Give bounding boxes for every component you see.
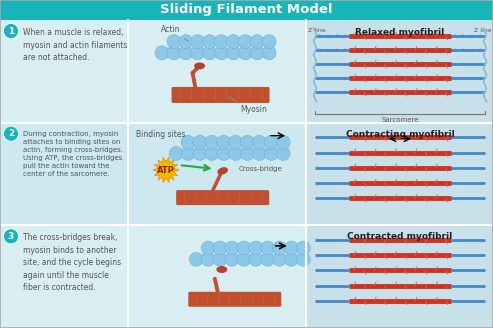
Text: Binding sites: Binding sites — [136, 130, 185, 139]
Text: Z line: Z line — [474, 28, 492, 33]
Circle shape — [261, 241, 275, 255]
Circle shape — [261, 252, 275, 266]
Circle shape — [252, 147, 266, 160]
Circle shape — [201, 241, 215, 255]
Text: Contracted myofibril: Contracted myofibril — [348, 232, 453, 241]
Circle shape — [296, 241, 311, 255]
Circle shape — [193, 135, 207, 149]
Text: 1: 1 — [8, 27, 14, 35]
Text: During contraction, myosin
attaches to binding sites on
actin, forming cross-bri: During contraction, myosin attaches to b… — [23, 131, 123, 177]
Circle shape — [238, 35, 252, 49]
Circle shape — [3, 229, 19, 244]
Circle shape — [179, 35, 193, 49]
Bar — [309, 125, 491, 222]
Bar — [306, 123, 493, 225]
Circle shape — [3, 24, 19, 38]
Circle shape — [3, 126, 19, 141]
Circle shape — [250, 46, 264, 60]
Circle shape — [217, 147, 231, 160]
Circle shape — [237, 241, 251, 255]
Circle shape — [203, 46, 216, 60]
Circle shape — [241, 147, 254, 160]
Bar — [0, 20, 493, 123]
Circle shape — [276, 135, 290, 149]
Ellipse shape — [217, 167, 228, 175]
Circle shape — [167, 35, 181, 49]
FancyBboxPatch shape — [172, 87, 270, 103]
Text: Z line: Z line — [308, 28, 326, 33]
Circle shape — [241, 135, 254, 149]
FancyBboxPatch shape — [188, 292, 282, 307]
Text: When a muscle is relaxed,
myosin and actin filaments
are not attached.: When a muscle is relaxed, myosin and act… — [23, 28, 127, 62]
Circle shape — [264, 147, 279, 160]
Circle shape — [179, 46, 193, 60]
Text: Contracting myofibril: Contracting myofibril — [346, 130, 455, 139]
Circle shape — [214, 35, 229, 49]
Circle shape — [262, 46, 276, 60]
Circle shape — [191, 35, 205, 49]
Text: Actin: Actin — [161, 25, 188, 41]
Circle shape — [252, 135, 266, 149]
Text: Sliding Filament Model: Sliding Filament Model — [160, 4, 333, 16]
Bar — [309, 227, 491, 325]
Circle shape — [237, 252, 251, 266]
Text: Myosin: Myosin — [241, 105, 267, 114]
Circle shape — [273, 241, 286, 255]
Circle shape — [276, 147, 290, 160]
Circle shape — [167, 46, 181, 60]
Circle shape — [229, 147, 243, 160]
FancyBboxPatch shape — [176, 190, 269, 205]
Circle shape — [225, 252, 239, 266]
Circle shape — [214, 46, 229, 60]
Bar — [306, 225, 493, 328]
Polygon shape — [153, 157, 179, 183]
Circle shape — [249, 252, 263, 266]
Circle shape — [191, 46, 205, 60]
Circle shape — [193, 147, 207, 160]
Circle shape — [181, 147, 195, 160]
Circle shape — [284, 241, 298, 255]
Circle shape — [217, 135, 231, 149]
Text: Sarcomere: Sarcomere — [381, 117, 419, 123]
Ellipse shape — [216, 266, 227, 273]
Bar — [0, 225, 493, 328]
Circle shape — [189, 252, 203, 266]
Circle shape — [249, 241, 263, 255]
Text: 3: 3 — [8, 232, 14, 241]
Circle shape — [205, 135, 219, 149]
Circle shape — [203, 35, 216, 49]
Text: ATP: ATP — [157, 166, 175, 174]
Circle shape — [213, 252, 227, 266]
Bar — [0, 0, 493, 20]
Text: Relaxed myofibril: Relaxed myofibril — [355, 28, 445, 37]
Bar — [306, 20, 493, 123]
Circle shape — [205, 147, 219, 160]
Ellipse shape — [194, 62, 205, 70]
Text: Cross-bridge: Cross-bridge — [239, 166, 282, 172]
Circle shape — [229, 135, 243, 149]
Circle shape — [284, 252, 298, 266]
Circle shape — [264, 135, 279, 149]
Text: 2: 2 — [8, 129, 14, 138]
Circle shape — [181, 135, 195, 149]
Text: The cross-bridges break,
myosin binds to another
site, and the cycle begins
agai: The cross-bridges break, myosin binds to… — [23, 233, 121, 292]
Circle shape — [238, 46, 252, 60]
Circle shape — [201, 252, 215, 266]
Bar — [0, 123, 493, 225]
Bar — [309, 22, 491, 120]
Circle shape — [226, 35, 241, 49]
Circle shape — [226, 46, 241, 60]
Circle shape — [273, 252, 286, 266]
Circle shape — [155, 46, 169, 60]
Circle shape — [262, 35, 276, 49]
Circle shape — [250, 35, 264, 49]
Circle shape — [213, 241, 227, 255]
Circle shape — [169, 147, 183, 160]
Circle shape — [225, 241, 239, 255]
Circle shape — [296, 252, 311, 266]
